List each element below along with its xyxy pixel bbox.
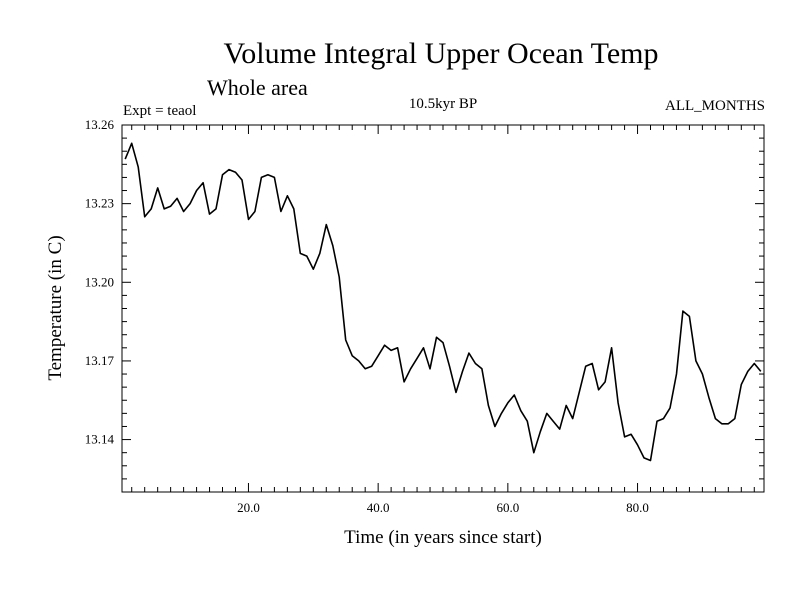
- x-tick-label: 20.0: [237, 500, 260, 515]
- axis-ticks: [122, 124, 764, 493]
- y-tick-label: 13.23: [85, 196, 114, 211]
- plot-frame: [121, 124, 765, 493]
- tick-labels: 20.0 40.0 60.0 80.0 13.14 13.17 13.20 13.23 13.2…: [85, 117, 649, 515]
- chart-subtitle: Whole area: [207, 75, 308, 100]
- period-label: 10.5kyr BP: [409, 96, 477, 112]
- y-tick-label: 13.26: [85, 117, 115, 132]
- series-line: [124, 142, 762, 462]
- x-tick-label: 80.0: [626, 500, 649, 515]
- y-tick-label: 13.17: [85, 353, 115, 368]
- experiment-label: Expt = teaol: [123, 103, 196, 119]
- y-tick-label: 13.14: [85, 432, 115, 447]
- y-axis-label: Temperature (in C): [45, 235, 66, 380]
- chart-title: Volume Integral Upper Ocean Temp: [224, 37, 659, 70]
- x-tick-label: 60.0: [496, 500, 519, 515]
- y-tick-label: 13.20: [85, 274, 114, 289]
- x-axis-label: Time (in years since start): [344, 527, 542, 548]
- months-label: ALL_MONTHS: [665, 98, 765, 114]
- x-tick-label: 40.0: [367, 500, 390, 515]
